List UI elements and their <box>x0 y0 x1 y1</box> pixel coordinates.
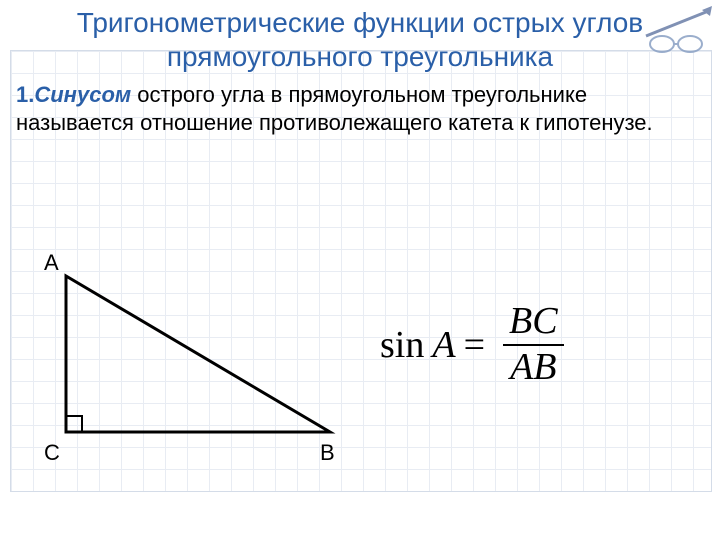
definition-term: Синусом <box>34 82 131 107</box>
sine-formula: sin A = BC AB <box>380 300 564 390</box>
formula-denominator: AB <box>504 346 562 390</box>
vertex-label-a: A <box>44 250 59 276</box>
formula-eq: = <box>464 323 485 367</box>
formula-fraction: BC AB <box>503 300 564 390</box>
definition-text: 1.Синусом острого угла в прямоугольном т… <box>0 79 720 136</box>
formula-fn: sin <box>380 323 424 367</box>
formula-numerator: BC <box>503 300 564 344</box>
right-triangle <box>20 250 360 470</box>
right-angle-marker <box>66 416 82 432</box>
vertex-label-b: B <box>320 440 335 466</box>
figure-area: A B C sin A = BC AB <box>20 250 700 510</box>
slide-title: Тригонометрические функции острых углов … <box>0 0 720 79</box>
definition-number: 1. <box>16 82 34 107</box>
decorative-pen-glasses <box>644 6 714 56</box>
vertex-label-c: C <box>44 440 60 466</box>
triangle-shape <box>66 276 330 432</box>
formula-arg: A <box>432 323 455 367</box>
